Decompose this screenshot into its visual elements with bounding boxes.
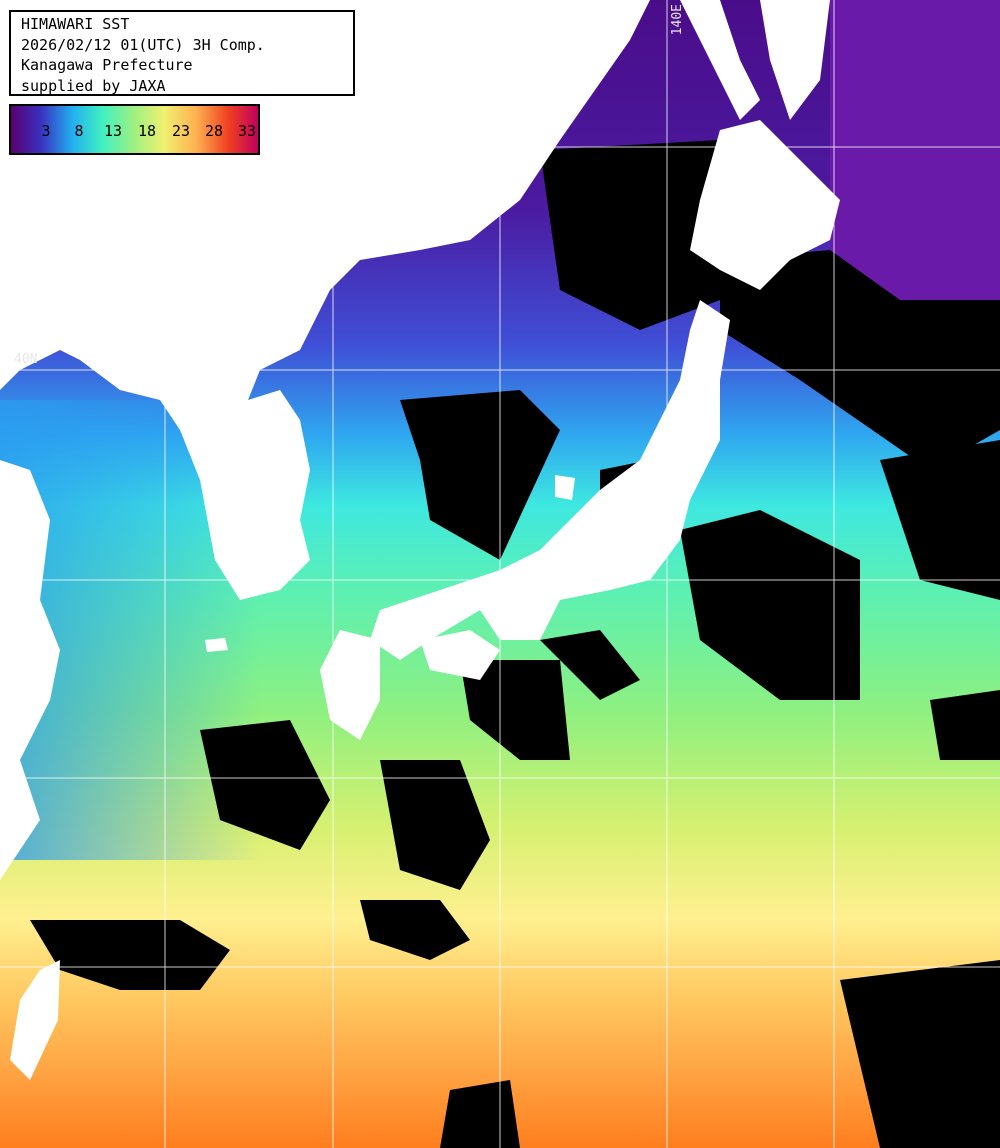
- okhotsk-region: [830, 0, 1000, 330]
- info-box: HIMAWARI SST 2026/02/12 01(UTC) 3H Comp.…: [9, 10, 355, 96]
- lon-label-140e: 140E: [670, 4, 685, 36]
- legend-label-13: 13: [103, 122, 123, 140]
- data-credit: supplied by JAXA: [21, 76, 166, 95]
- legend-label-8: 8: [74, 122, 84, 140]
- temperature-legend: 3 8 13 18 23 28 33: [9, 104, 260, 155]
- cloud-mask: [30, 140, 1000, 1148]
- region-name: Kanagawa Prefecture: [21, 56, 193, 74]
- observation-datetime: 2026/02/12 01(UTC) 3H Comp.: [21, 35, 265, 54]
- lat-label-40n: 40N: [14, 352, 38, 367]
- legend-label-3: 3: [41, 122, 51, 140]
- legend-color-bar: [11, 106, 258, 153]
- legend-label-23: 23: [171, 122, 191, 140]
- product-title: HIMAWARI SST: [21, 15, 130, 33]
- legend-label-33: 33: [237, 122, 257, 140]
- legend-label-28: 28: [204, 122, 224, 140]
- legend-label-18: 18: [137, 122, 157, 140]
